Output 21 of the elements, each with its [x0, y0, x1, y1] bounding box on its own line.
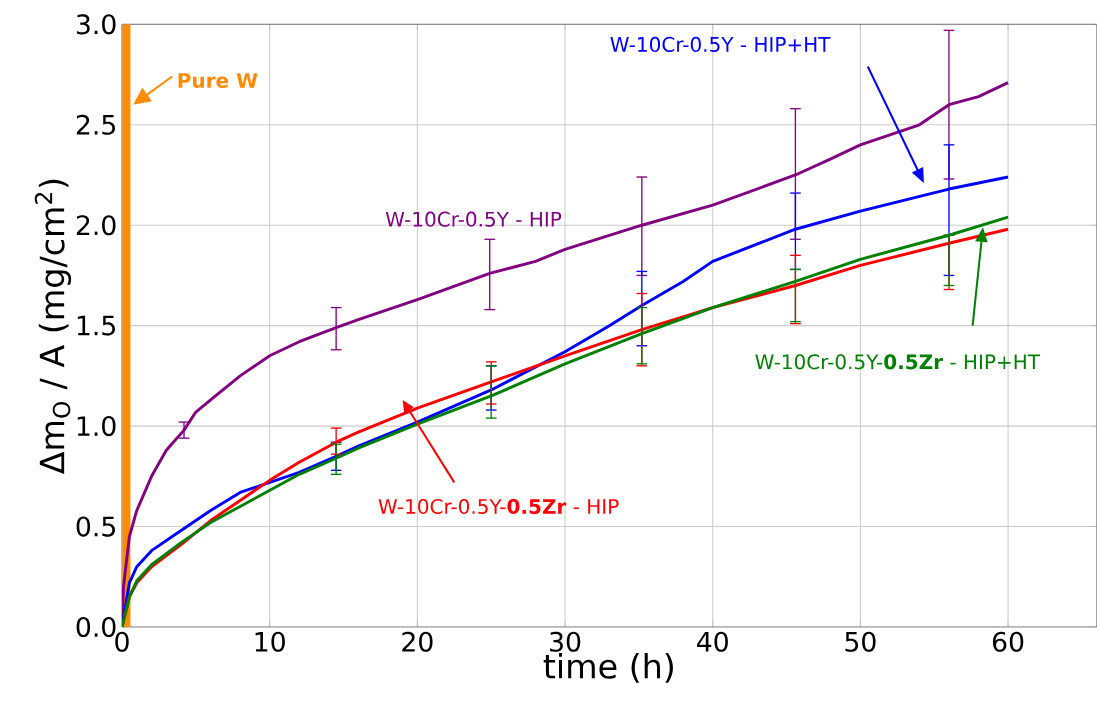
- x-tick-label: 50: [845, 631, 876, 652]
- text: W-10Cr-0.5Y - HIP+HT: [610, 36, 831, 52]
- y-tick-label: 0.0: [76, 616, 116, 638]
- x-tick-label: 10: [255, 631, 285, 652]
- x-tick-label: 30: [550, 631, 581, 652]
- x-tick-label: 40: [697, 631, 728, 652]
- x-tick-label: 60: [992, 631, 1024, 652]
- y-tick-label: 3.0: [76, 14, 116, 35]
- y-tick-label: 2.0: [76, 215, 116, 236]
- y-tick-label: 0.5: [76, 516, 115, 537]
- y-tick-label: 1.0: [77, 416, 116, 437]
- y-axis-title: Δm$_{O}$ / A (mg/cm$^{2}$): [34, 179, 72, 475]
- text: W-10Cr-0.5Y-0.5Zr - HIP+HT: [755, 354, 1041, 370]
- y-tick-label: 1.5: [77, 315, 115, 336]
- y-tick-label: 2.5: [76, 114, 115, 135]
- legend-label: Pure W: [178, 73, 258, 89]
- x-axis-title: time (h): [543, 653, 673, 683]
- series-label: W-10Cr-0.5Y - HIP: [385, 211, 562, 227]
- x-tick-label: 20: [402, 631, 433, 652]
- text: W-10Cr-0.5Y-0.5Zr - HIP: [378, 498, 619, 515]
- x-tick-label: 0: [115, 631, 129, 652]
